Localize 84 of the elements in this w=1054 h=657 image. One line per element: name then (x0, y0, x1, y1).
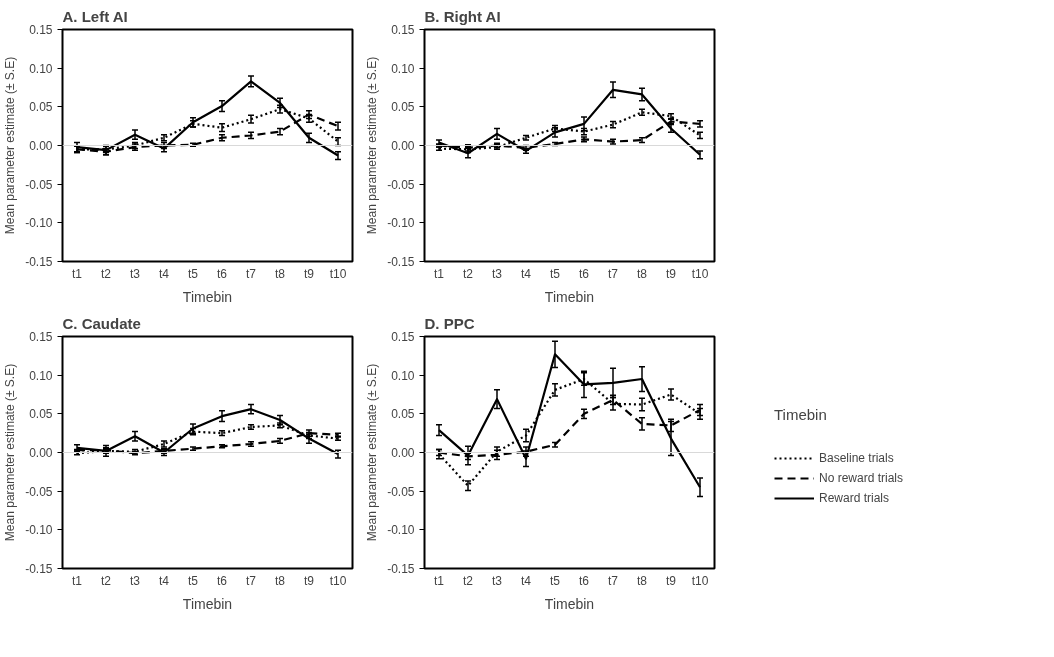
x-axis-title: Timebin (544, 288, 595, 305)
chart-title: C. Caudate (62, 314, 141, 332)
x-tick-label: t10 (329, 573, 347, 588)
x-tick-label: t9 (666, 266, 677, 281)
y-tick-label: 0.05 (29, 407, 53, 422)
y-axis-title: Mean parameter estimate (± S.E) (3, 56, 18, 235)
y-tick-label: 0.05 (391, 407, 415, 422)
x-tick-label: t6 (579, 573, 590, 588)
x-tick-label: t10 (691, 266, 709, 281)
y-tick-label: 0.15 (391, 23, 415, 37)
y-tick-label: -0.10 (25, 523, 53, 538)
y-axis-title: Mean parameter estimate (± S.E) (3, 363, 18, 542)
y-tick-label: -0.05 (25, 177, 53, 192)
x-tick-label: t1 (434, 573, 445, 588)
x-tick-label: t2 (463, 266, 474, 281)
x-tick-label: t3 (130, 266, 141, 281)
chart-title: D. PPC (424, 314, 475, 332)
x-tick-label: t8 (275, 266, 286, 281)
y-tick-label: -0.05 (387, 484, 415, 499)
x-tick-label: t6 (217, 266, 228, 281)
x-tick-label: t4 (159, 573, 170, 588)
y-tick-label: 0.00 (391, 446, 415, 460)
x-tick-label: t7 (246, 266, 257, 281)
x-tick-label: t5 (550, 573, 561, 588)
x-tick-label: t5 (188, 266, 199, 281)
y-tick-label: -0.15 (387, 562, 415, 576)
x-tick-label: t6 (217, 573, 228, 588)
y-tick-label: 0.15 (391, 330, 415, 344)
legend-title: Timebin (774, 406, 828, 423)
y-axis-title: Mean parameter estimate (± S.E) (365, 363, 380, 542)
chart-title: B. Right AI (424, 7, 501, 25)
x-tick-label: t9 (304, 573, 315, 588)
x-tick-label: t7 (246, 573, 257, 588)
x-tick-label: t5 (550, 266, 561, 281)
y-tick-label: -0.05 (387, 177, 415, 192)
x-tick-label: t7 (608, 266, 619, 281)
x-tick-label: t5 (188, 573, 199, 588)
x-tick-label: t7 (608, 573, 619, 588)
x-tick-label: t10 (329, 266, 347, 281)
y-tick-label: -0.05 (25, 484, 53, 499)
y-tick-label: -0.15 (387, 255, 415, 269)
x-axis-title: Timebin (544, 595, 595, 612)
x-axis-title: Timebin (182, 595, 233, 612)
x-tick-label: t2 (101, 573, 112, 588)
x-tick-label: t3 (130, 573, 141, 588)
y-tick-label: 0.15 (29, 330, 53, 344)
y-tick-label: 0.10 (29, 61, 53, 76)
legend-label: Baseline trials (819, 451, 894, 465)
x-tick-label: t1 (434, 266, 445, 281)
y-tick-label: 0.10 (391, 368, 415, 383)
x-tick-label: t4 (521, 573, 532, 588)
x-tick-label: t6 (579, 266, 590, 281)
y-tick-label: 0.05 (29, 100, 53, 115)
x-tick-label: t3 (492, 266, 503, 281)
x-tick-label: t1 (72, 573, 83, 588)
y-tick-label: 0.00 (29, 139, 53, 153)
y-tick-label: -0.15 (25, 255, 53, 269)
chart-title: A. Left AI (62, 7, 128, 25)
x-tick-label: t10 (691, 573, 709, 588)
y-tick-label: 0.00 (29, 446, 53, 460)
legend-label: Reward trials (819, 491, 890, 505)
legend-label: No reward trials (819, 471, 904, 485)
x-tick-label: t8 (637, 266, 648, 281)
y-tick-label: -0.15 (25, 562, 53, 576)
y-tick-label: 0.10 (391, 61, 415, 76)
x-tick-label: t4 (521, 266, 532, 281)
x-tick-label: t9 (304, 266, 315, 281)
x-axis-title: Timebin (182, 288, 233, 305)
y-tick-label: -0.10 (387, 216, 415, 231)
x-tick-label: t1 (72, 266, 83, 281)
x-tick-label: t8 (275, 573, 286, 588)
y-tick-label: 0.00 (391, 139, 415, 153)
x-tick-label: t9 (666, 573, 677, 588)
x-tick-label: t4 (159, 266, 170, 281)
y-tick-label: -0.10 (25, 216, 53, 231)
x-tick-label: t2 (101, 266, 112, 281)
y-axis-title: Mean parameter estimate (± S.E) (365, 56, 380, 235)
y-tick-label: 0.10 (29, 368, 53, 383)
x-tick-label: t8 (637, 573, 648, 588)
y-tick-label: 0.15 (29, 23, 53, 37)
x-tick-label: t3 (492, 573, 503, 588)
y-tick-label: -0.10 (387, 523, 415, 538)
y-tick-label: 0.05 (391, 100, 415, 115)
x-tick-label: t2 (463, 573, 474, 588)
